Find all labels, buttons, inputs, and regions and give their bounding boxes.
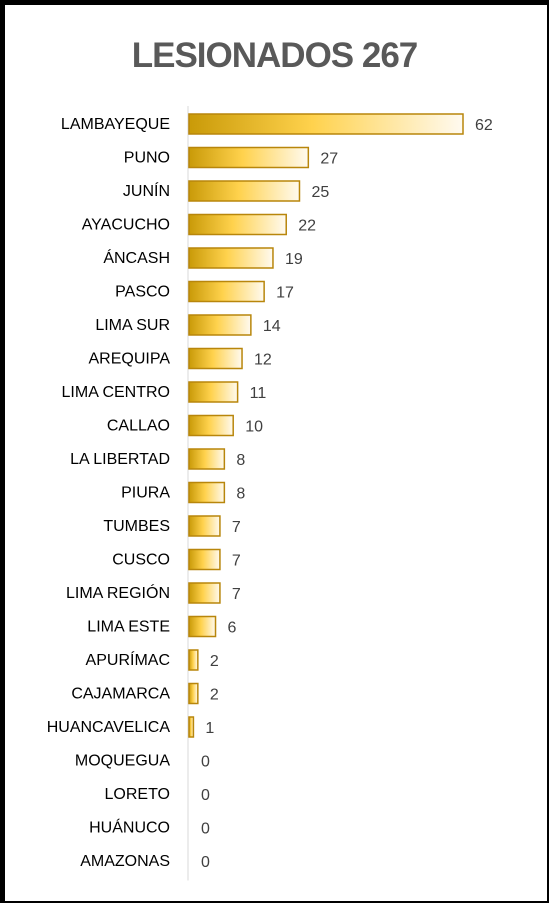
value-label: 8 [236,452,245,469]
category-label: CALLAO [107,418,170,435]
bar [188,247,274,269]
category-label: PASCO [115,284,170,301]
value-label: 17 [276,285,294,302]
value-label: 7 [232,519,241,536]
category-label: LORETO [105,786,171,803]
value-label: 2 [210,687,219,704]
bar [188,381,239,403]
bar [188,582,221,604]
category-label: LAMBAYEQUE [61,116,170,133]
value-label: 1 [205,720,214,737]
bar [188,180,301,202]
bar [188,280,265,303]
bar [188,146,310,169]
category-label: CAJAMARCA [71,686,170,703]
value-label: 0 [201,821,210,838]
category-label: LIMA ESTE [87,619,170,636]
value-label: 2 [210,653,219,670]
value-label: 7 [232,586,241,603]
category-label: AMAZONAS [80,853,170,870]
value-label: 0 [201,754,210,771]
value-label: 62 [475,117,493,134]
value-label: 25 [311,184,329,201]
value-label: 8 [236,486,245,503]
bar [188,682,199,705]
category-label: LIMA REGIÓN [66,583,170,602]
bar [188,481,226,504]
chart-title: LESIONADOS 267 [131,36,419,75]
value-label: 12 [254,352,272,369]
category-label: TUMBES [103,518,170,535]
bar [188,113,464,135]
category-label: AREQUIPA [89,351,171,368]
bar [188,649,199,671]
value-label: 27 [320,151,338,168]
bar [188,515,221,537]
category-label: AYACUCHO [82,217,170,234]
bar [188,716,195,738]
category-label: MOQUEGUA [75,753,170,770]
category-label: HUÁNUCO [89,818,170,837]
category-label: LIMA CENTRO [62,384,170,401]
bar [188,448,226,470]
value-label: 14 [263,318,281,335]
bar [188,548,221,571]
value-label: 19 [285,251,303,268]
category-label: APURÍMAC [86,650,170,669]
category-label: PIURA [121,485,170,502]
category-label: CUSCO [112,552,170,569]
value-label: 10 [245,419,263,436]
category-label: ÁNCASH [103,248,170,267]
value-label: 6 [228,620,237,637]
category-label: PUNO [124,150,170,167]
category-label: HUANCAVELICA [47,719,171,736]
bar [188,314,252,336]
category-label: JUNÍN [123,181,170,200]
value-label: 0 [201,854,210,871]
value-label: 22 [298,218,316,235]
category-label: LIMA SUR [95,317,170,334]
bar [188,615,217,638]
value-label: 7 [232,553,241,570]
bar [188,213,287,236]
bar [188,347,243,370]
category-label: LA LIBERTAD [70,451,170,468]
value-label: 0 [201,787,210,804]
bar [188,414,234,437]
value-label: 11 [250,385,267,402]
